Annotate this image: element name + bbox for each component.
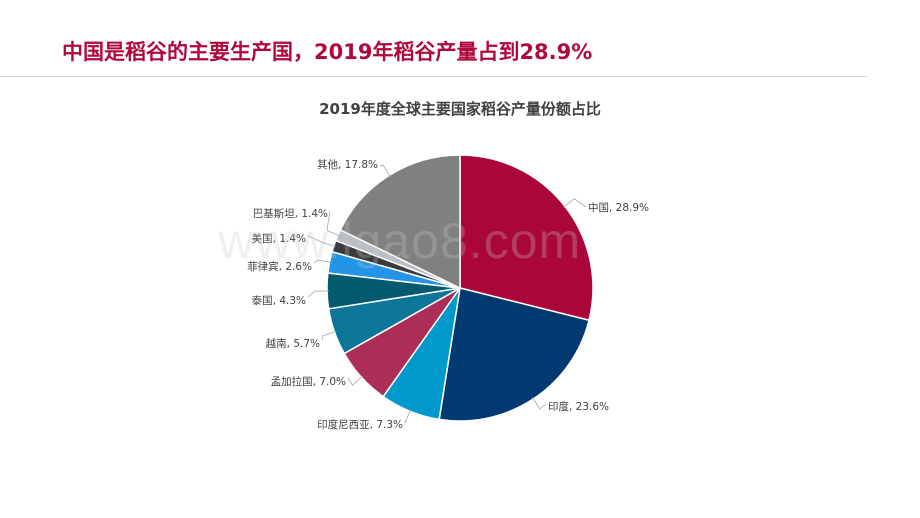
slice-label: 美国, 1.4% (252, 232, 306, 245)
leader-line (307, 235, 336, 248)
chart-title: 2019年度全球主要国家稻谷产量份额占比 (319, 100, 601, 118)
slice-label: 巴基斯坦, 1.4% (253, 207, 328, 220)
leader-line (531, 397, 547, 410)
slide-headline: 中国是稻谷的主要生产国，2019年稻谷产量占到28.9% (62, 40, 593, 64)
slice-label: 越南, 5.7% (266, 337, 320, 350)
slice-label: 其他, 17.8% (317, 158, 378, 171)
slice-label: 泰国, 4.3% (252, 294, 306, 307)
leader-line (326, 210, 340, 237)
leader-line (379, 164, 391, 178)
leader-line (563, 198, 587, 208)
slice-label: 孟加拉国, 7.0% (271, 375, 346, 388)
leader-line (347, 375, 364, 386)
leader-line (321, 330, 337, 341)
leader-line (313, 259, 332, 264)
header-divider (0, 76, 868, 77)
slice-label: 菲律宾, 2.6% (247, 260, 312, 273)
slice-label: 印度, 23.6% (548, 400, 609, 413)
pie-slices (326, 154, 594, 422)
leader-line (307, 290, 330, 298)
slice-label: 中国, 28.9% (588, 201, 649, 214)
watermark: www.lgao8.com (218, 213, 582, 269)
slice-label: 印度尼西亚, 7.3% (317, 418, 403, 431)
slice-labels: 中国, 28.9% 印度, 23.6% 印度尼西亚, 7.3% 孟加拉国, 7.0% 越… (247, 158, 649, 431)
leader-lines (307, 164, 587, 424)
leader-line (404, 409, 412, 424)
